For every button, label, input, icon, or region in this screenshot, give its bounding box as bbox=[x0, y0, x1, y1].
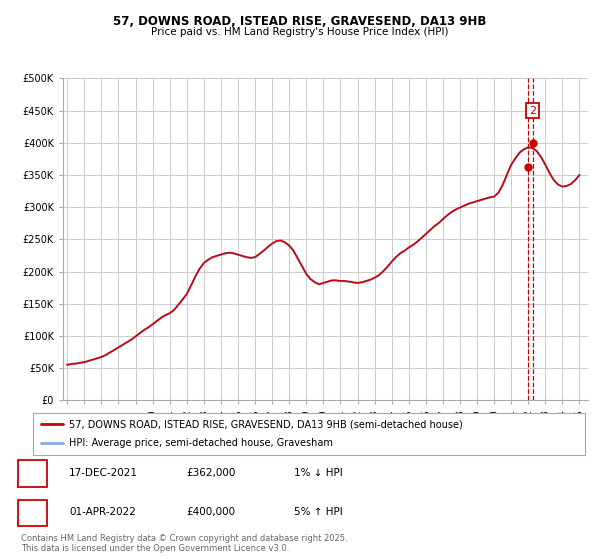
Text: Price paid vs. HM Land Registry's House Price Index (HPI): Price paid vs. HM Land Registry's House … bbox=[151, 27, 449, 37]
Text: HPI: Average price, semi-detached house, Gravesham: HPI: Average price, semi-detached house,… bbox=[69, 438, 333, 449]
Text: 01-APR-2022: 01-APR-2022 bbox=[69, 507, 136, 517]
Text: £362,000: £362,000 bbox=[186, 468, 235, 478]
Text: £400,000: £400,000 bbox=[186, 507, 235, 517]
Text: 5% ↑ HPI: 5% ↑ HPI bbox=[294, 507, 343, 517]
Text: 2: 2 bbox=[529, 106, 536, 115]
Text: 1: 1 bbox=[29, 468, 36, 478]
Text: 57, DOWNS ROAD, ISTEAD RISE, GRAVESEND, DA13 9HB: 57, DOWNS ROAD, ISTEAD RISE, GRAVESEND, … bbox=[113, 15, 487, 27]
Text: Contains HM Land Registry data © Crown copyright and database right 2025.
This d: Contains HM Land Registry data © Crown c… bbox=[21, 534, 347, 553]
Text: 17-DEC-2021: 17-DEC-2021 bbox=[69, 468, 138, 478]
Text: 57, DOWNS ROAD, ISTEAD RISE, GRAVESEND, DA13 9HB (semi-detached house): 57, DOWNS ROAD, ISTEAD RISE, GRAVESEND, … bbox=[69, 419, 463, 429]
Text: 1% ↓ HPI: 1% ↓ HPI bbox=[294, 468, 343, 478]
Text: 2: 2 bbox=[29, 507, 36, 517]
